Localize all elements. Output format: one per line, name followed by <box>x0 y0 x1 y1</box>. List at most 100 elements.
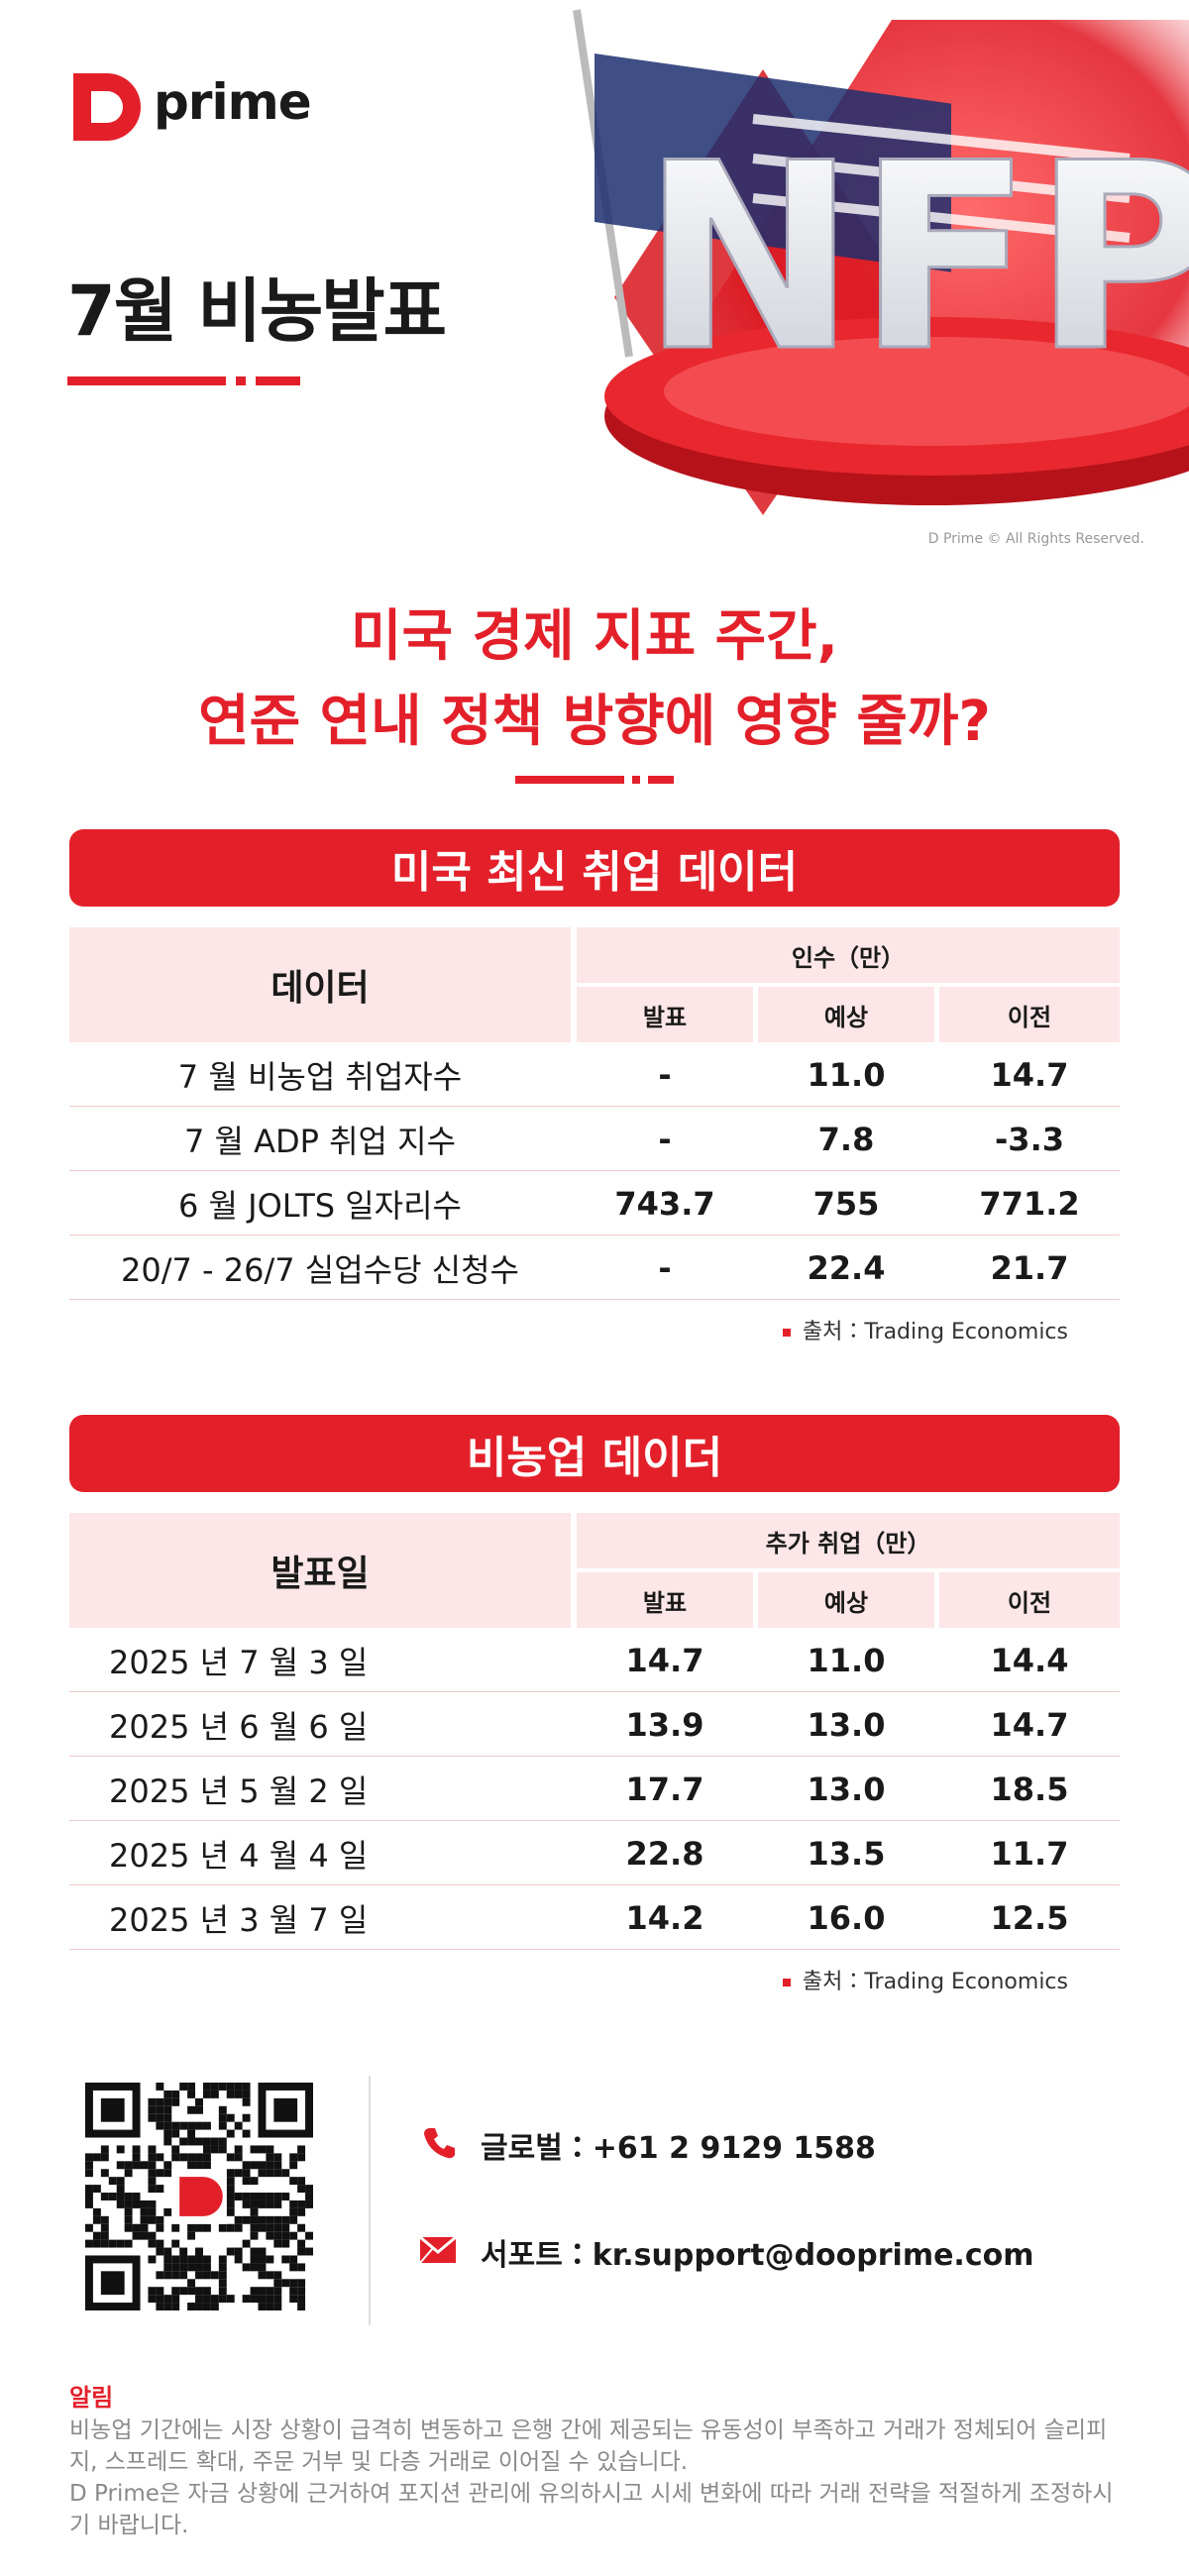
qr-module <box>234 2215 243 2224</box>
qr-module <box>148 2239 157 2248</box>
hero-text: NFP <box>641 109 1189 408</box>
qr-module <box>242 2097 251 2106</box>
qr-module <box>187 2303 196 2310</box>
qr-module <box>210 2090 219 2098</box>
table-value: 13.0 <box>807 1705 886 1744</box>
qr-module <box>266 2161 274 2170</box>
qr-module <box>242 2263 251 2272</box>
qr-module <box>171 2121 180 2130</box>
qr-module <box>226 2153 235 2162</box>
qr-module <box>171 2097 180 2106</box>
qr-module <box>179 2121 188 2130</box>
qr-module <box>163 2097 172 2106</box>
qr-module <box>140 2215 149 2224</box>
qr-module <box>187 2279 196 2288</box>
qr-module <box>218 2255 227 2264</box>
qr-module <box>195 2303 203 2310</box>
separator <box>369 2076 371 2325</box>
qr-module <box>266 2287 274 2296</box>
qr-module <box>92 2215 101 2224</box>
qr-module <box>202 2271 211 2280</box>
qr-module <box>116 2193 125 2200</box>
qr-module <box>108 2177 117 2186</box>
qr-module <box>258 2255 267 2264</box>
table-value: 11.0 <box>807 1641 886 1679</box>
qr-module <box>156 2287 164 2296</box>
qr-module <box>289 2231 298 2240</box>
qr-module <box>156 2113 164 2122</box>
qr-module <box>297 2200 306 2208</box>
qr-module <box>116 2177 125 2186</box>
qr-module <box>266 2200 274 2208</box>
qr-module <box>140 2207 149 2216</box>
qr-module <box>85 2153 93 2162</box>
qr-module <box>140 2161 149 2170</box>
row-label: 2025 년 6 월 6 일 <box>109 1707 369 1746</box>
qr-module <box>250 2287 259 2296</box>
qr-module <box>234 2121 243 2130</box>
qr-module <box>202 2090 211 2098</box>
row-label: 2025 년 5 월 2 일 <box>109 1771 369 1810</box>
table-value: 16.0 <box>807 1898 886 1937</box>
qr-module <box>258 2215 267 2224</box>
qr-module <box>305 2193 313 2200</box>
qr-module <box>281 2279 290 2288</box>
qr-module <box>242 2177 251 2186</box>
qr-module <box>242 2193 251 2200</box>
qr-module <box>85 2169 93 2178</box>
qr-module <box>187 2287 196 2296</box>
qr-module <box>124 2193 133 2200</box>
row-line <box>69 1234 1120 1235</box>
qr-module <box>140 2231 149 2240</box>
qr-module <box>242 2129 251 2138</box>
qr-module <box>242 2169 251 2178</box>
qr-module <box>187 2263 196 2272</box>
qr-module <box>297 2207 306 2216</box>
qr-module <box>132 2200 141 2208</box>
qr-module <box>281 2223 290 2232</box>
qr-module <box>234 2145 243 2154</box>
qr-module <box>132 2193 141 2200</box>
qr-module <box>148 2185 157 2194</box>
qr-module <box>226 2207 235 2216</box>
qr-module <box>108 2239 117 2248</box>
qr-module <box>187 2161 196 2170</box>
qr-module <box>250 2255 259 2264</box>
qr-module <box>163 2129 172 2138</box>
qr-module <box>187 2083 196 2091</box>
qr-module <box>148 2145 157 2154</box>
section-title: 비농업 데이더 <box>69 1415 1120 1492</box>
qr-module <box>250 2295 259 2304</box>
table-value: 14.4 <box>990 1641 1069 1679</box>
email: 서포트：kr.support@dooprime.com <box>481 2238 1034 2273</box>
qr-module <box>163 2207 172 2216</box>
qr-module <box>156 2239 164 2248</box>
qr-module <box>242 2200 251 2208</box>
row-label: 2025 년 4 월 4 일 <box>109 1836 369 1875</box>
qr-module <box>234 2193 243 2200</box>
qr-module <box>171 2287 180 2296</box>
qr-module <box>187 2231 196 2240</box>
qr-module <box>234 2247 243 2256</box>
qr-module <box>273 2231 282 2240</box>
qr-module <box>202 2161 211 2170</box>
table-value: - <box>658 1055 672 1094</box>
qr-module <box>218 2271 227 2280</box>
qr-module <box>266 2193 274 2200</box>
qr-module <box>218 2263 227 2272</box>
qr-module <box>85 2185 93 2194</box>
qr-module <box>100 2223 109 2232</box>
qr-module <box>266 2215 274 2224</box>
qr-module <box>289 2200 298 2208</box>
qr-module <box>273 2287 282 2296</box>
qr-module <box>297 2239 306 2248</box>
qr-module <box>289 2255 298 2264</box>
qr-module <box>100 2145 109 2154</box>
qr-module <box>250 2161 259 2170</box>
qr-module <box>258 2169 267 2178</box>
qr-module <box>116 2185 125 2194</box>
qr-module <box>202 2137 211 2146</box>
qr-module <box>266 2255 274 2264</box>
table-value: 7.8 <box>817 1120 875 1158</box>
